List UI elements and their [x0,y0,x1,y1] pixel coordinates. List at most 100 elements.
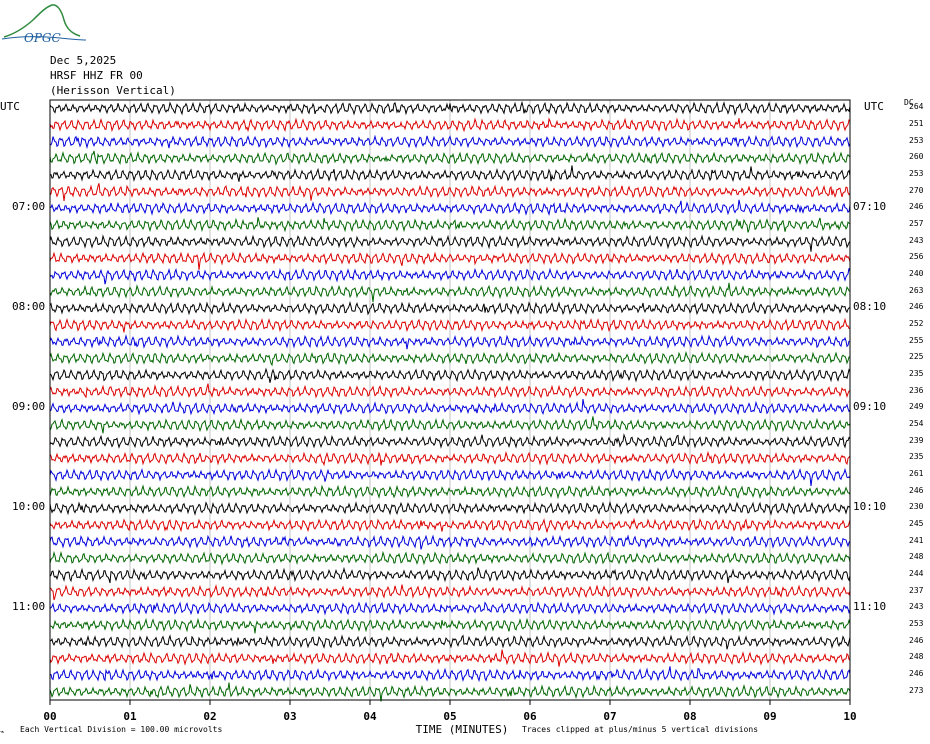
dc-offset-value: 252 [909,319,924,328]
x-tick-label: 09 [763,710,776,723]
dc-offset-value: 246 [909,635,924,645]
left-hour-label: 07:00 [12,200,46,214]
dc-offset-value: 235 [909,369,924,378]
trace-row-32 [49,634,851,650]
x-tick-label: 04 [363,710,377,723]
trace-row-28 [49,566,851,584]
dc-offset-value: 253 [909,169,924,178]
trace-row-4 [49,165,851,183]
x-tick-label: 08 [683,710,696,723]
x-axis-title: TIME (MINUTES) [416,723,509,736]
dc-offset-value: 246 [909,202,924,212]
dc-offset-value: 255 [909,335,924,345]
dc-offset-value: 225 [909,352,924,362]
dc-offset-value: 257 [909,219,924,228]
dc-offset-value: 244 [909,569,924,578]
dc-offset-value: 256 [909,252,924,262]
trace-row-2 [49,134,851,150]
trace-row-7 [49,217,851,233]
dc-offset-value: 243 [909,235,924,245]
trace-row-34 [49,666,851,683]
trace-row-14 [49,334,851,350]
left-hour-label: 08:00 [12,300,46,314]
dc-offset-value: 253 [909,619,924,628]
dc-offset-value: 273 [909,685,924,695]
dc-offset-value: 251 [909,119,924,128]
left-hour-label: 10:00 [12,500,46,514]
trace-row-17 [49,383,851,399]
x-tick-label: 02 [203,710,216,723]
trace-row-22 [49,467,851,487]
right-hour-label: 07:10 [853,200,887,214]
right-hour-label: 10:10 [853,500,887,514]
x-tick-label: 10 [843,710,856,723]
trace-row-25 [49,517,851,533]
trace-row-20 [49,433,851,449]
x-tick-label: 06 [523,710,537,723]
trace-row-1 [49,117,851,133]
trace-row-8 [49,234,851,252]
dc-offset-value: 246 [909,302,924,312]
dc-offset-value: 237 [909,585,924,595]
trace-row-31 [49,617,851,634]
right-utc-title: UTC [864,100,884,113]
right-hour-label: 09:10 [853,400,887,414]
logo-text: OPGC [24,31,61,45]
clip-note: Traces clipped at plus/minus 5 vertical … [522,725,759,734]
x-tick-label: 03 [283,710,296,723]
trace-row-30 [49,601,851,616]
date-label: Dec 5,2025 [50,54,117,67]
x-tick-label: 00 [43,710,56,723]
dc-offset-value: 261 [909,469,924,478]
dc-offset-value: 235 [909,452,924,462]
trace-row-29 [49,584,851,601]
dc-offset-value: 241 [909,535,924,545]
trace-row-15 [49,350,851,367]
x-tick-label: 07 [603,710,616,723]
dc-offset-value: 239 [909,435,924,445]
dc-offset-value: 245 [909,519,924,528]
trace-row-6 [49,199,851,216]
dc-offset-value: 236 [909,385,924,395]
trace-row-18 [49,399,851,416]
trace-row-0 [49,100,851,116]
dc-offset-value: 254 [909,419,924,428]
dc-header: DC [904,98,914,107]
dc-offset-value: 243 [909,602,924,612]
dc-offset-value: 263 [909,285,924,295]
footer-mark-icon: ⌁ [0,728,5,736]
dc-offset-value: 249 [909,402,924,412]
time-axis: 00 01 02 03 04 05 06 07 08 09 10 TIME (MINUTES) [43,700,857,736]
dc-offset-value: 260 [909,152,924,162]
trace-row-16 [49,367,851,383]
scale-note: Each Vertical Division = 100.00 microvol… [20,725,223,734]
trace-row-3 [49,150,851,166]
dc-offset-value: 248 [909,652,924,662]
dc-offset-value: 248 [909,552,924,562]
trace-row-23 [49,484,851,500]
dc-offset-value: 253 [909,135,924,145]
dc-offset-value: 270 [909,185,924,195]
dc-offset-value: 240 [909,269,924,278]
dc-offset-value: 230 [909,502,924,512]
trace-row-5 [49,183,851,202]
trace-row-11 [49,282,851,303]
trace-row-21 [49,450,851,467]
left-hour-label: 09:00 [12,400,46,414]
trace-row-12 [49,300,851,316]
dc-offset-value: 246 [909,669,924,678]
left-hour-label: 11:00 [12,600,46,614]
left-utc-title: UTC [0,100,20,113]
trace-row-24 [49,500,851,516]
station-description: (Herisson Vertical) [50,84,176,97]
station-label: HRSF HHZ FR 00 [50,69,143,82]
opgc-logo: OPGC [1,4,87,45]
trace-row-9 [49,251,851,270]
trace-row-10 [49,267,851,285]
trace-row-33 [49,649,851,667]
dc-offset-value: 246 [909,485,924,495]
trace-row-19 [49,416,851,434]
x-tick-label: 05 [443,710,456,723]
right-hour-label: 08:10 [853,300,887,314]
